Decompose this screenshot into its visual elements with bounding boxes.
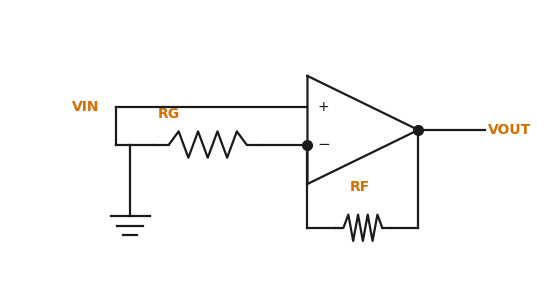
Text: RF: RF xyxy=(350,180,370,194)
Text: RG: RG xyxy=(158,107,180,121)
Text: −: − xyxy=(317,137,330,152)
Text: VIN: VIN xyxy=(72,100,100,114)
Text: VOUT: VOUT xyxy=(488,123,531,137)
Text: +: + xyxy=(317,100,329,114)
